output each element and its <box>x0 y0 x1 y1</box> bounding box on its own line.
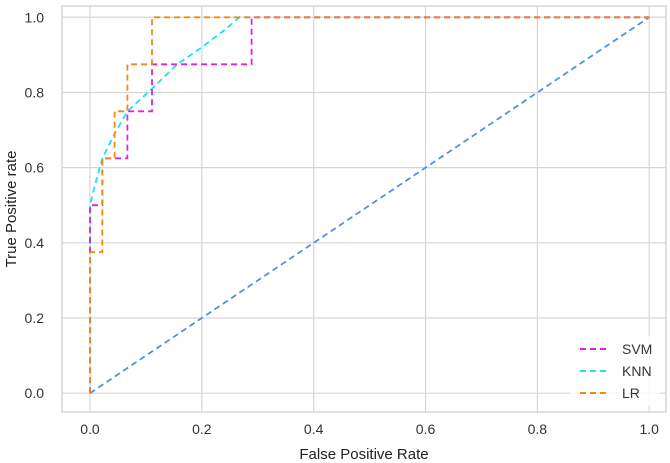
series-line-knn <box>89 16 650 253</box>
x-tick-label: 0.2 <box>192 421 212 437</box>
legend: SVM KNN LR <box>570 336 660 406</box>
series-line-chance-diagonal <box>89 16 650 394</box>
legend-label-knn: KNN <box>622 363 652 379</box>
x-tick-label: 0.8 <box>528 421 548 437</box>
series-line-svm <box>89 16 650 394</box>
y-tick-label: 0.4 <box>25 235 45 251</box>
x-tick-label: 0.0 <box>80 421 100 437</box>
y-tick-label: 0.2 <box>25 310 45 326</box>
y-tick-label: 0.8 <box>25 84 45 100</box>
y-tick-label: 0.6 <box>25 160 45 176</box>
x-tick-label: 1.0 <box>639 421 659 437</box>
y-tick-label: 0.0 <box>25 385 45 401</box>
x-axis-label: False Positive Rate <box>299 446 428 463</box>
legend-label-lr: LR <box>622 385 640 401</box>
y-axis-label: True Positive rate <box>3 151 20 268</box>
series-lines <box>89 16 650 394</box>
x-tick-label: 0.4 <box>304 421 324 437</box>
y-tick-label: 1.0 <box>25 9 45 25</box>
legend-label-svm: SVM <box>622 341 652 357</box>
y-tick-labels: 0.0 0.2 0.4 0.6 0.8 1.0 <box>25 9 45 401</box>
x-tick-labels: 0.0 0.2 0.4 0.6 0.8 1.0 <box>80 421 659 437</box>
x-tick-label: 0.6 <box>416 421 436 437</box>
